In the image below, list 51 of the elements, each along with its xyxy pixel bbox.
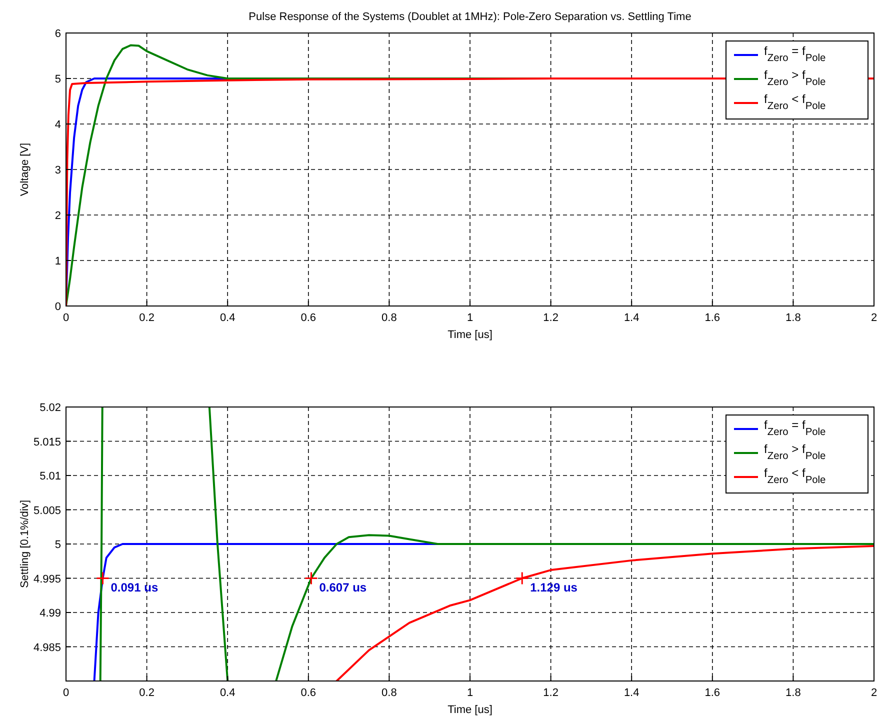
x-tick-label: 1.2 [543, 687, 558, 699]
y-tick-label: 6 [54, 28, 61, 40]
x-tick-label: 2 [870, 687, 878, 699]
x-tick-label: 0 [62, 312, 70, 324]
legend-label: f$_{Zero}$ < f$_{Pole}$ [764, 92, 826, 112]
x-tick-label: 1.4 [624, 312, 640, 324]
chart-title: Pulse Response of the Systems (Doublet at 1MHz): Pole-Zero Separation vs. Settling Time [248, 11, 692, 23]
x-tick-label: 1.6 [704, 687, 720, 699]
x-tick-label: 2 [870, 312, 878, 324]
x-axis-title: Time [us] [448, 704, 492, 716]
y-tick-label: 5 [54, 74, 61, 86]
x-tick-label: 0.8 [382, 312, 397, 324]
y-tick-label: 4.985 [33, 642, 61, 654]
y-tick-label: 4.99 [40, 608, 61, 620]
y-tick-label: 1 [54, 256, 61, 268]
legend-label: f$_{Zero}$ < f$_{Pole}$ [764, 466, 826, 486]
annotation: 1.129 us [530, 580, 578, 594]
y-tick-label: 2 [54, 210, 61, 222]
x-tick-label: 0.8 [382, 687, 397, 699]
x-tick-label: 1.4 [624, 687, 640, 699]
x-tick-label: 1.8 [786, 312, 801, 324]
x-tick-label: 1.6 [704, 312, 720, 324]
y-tick-label: 3 [54, 164, 61, 176]
legend-label: f$_{Zero}$ > f$_{Pole}$ [764, 442, 826, 462]
y-tick-label: 5.01 [40, 470, 61, 482]
x-tick-label: 0.6 [300, 312, 316, 324]
x-tick-label: 1 [466, 312, 474, 324]
x-tick-label: 0.4 [220, 687, 236, 699]
y-tick-label: 5 [54, 539, 61, 551]
y-tick-label: 4 [54, 119, 61, 131]
x-tick-label: 1.8 [786, 687, 801, 699]
x-tick-label: 0.2 [139, 687, 154, 699]
legend-label: f$_{Zero}$ = f$_{Pole}$ [764, 44, 826, 64]
y-axis-title: Settling [0.1%/div] [19, 500, 31, 588]
y-tick-label: 5.015 [33, 436, 61, 448]
x-tick-label: 0.4 [220, 312, 236, 324]
x-tick-label: 0 [62, 687, 70, 699]
y-axis-title: Voltage [V] [19, 142, 31, 196]
y-tick-label: 4.995 [33, 573, 61, 586]
x-axis-title: Time [us] [448, 329, 492, 341]
x-tick-label: 1 [466, 687, 474, 699]
x-tick-label: 0.2 [139, 312, 154, 324]
y-tick-label: 5.005 [33, 504, 61, 517]
annotation: 0.607 us [319, 580, 367, 594]
x-tick-label: 1.2 [543, 312, 558, 324]
legend-label: f$_{Zero}$ = f$_{Pole}$ [764, 418, 826, 438]
annotation: 0.091 us [110, 580, 158, 594]
y-tick-label: 0 [54, 301, 61, 313]
x-tick-label: 0.6 [300, 687, 316, 699]
y-tick-label: 5.02 [40, 402, 61, 414]
legend-label: f$_{Zero}$ > f$_{Pole}$ [764, 68, 826, 88]
